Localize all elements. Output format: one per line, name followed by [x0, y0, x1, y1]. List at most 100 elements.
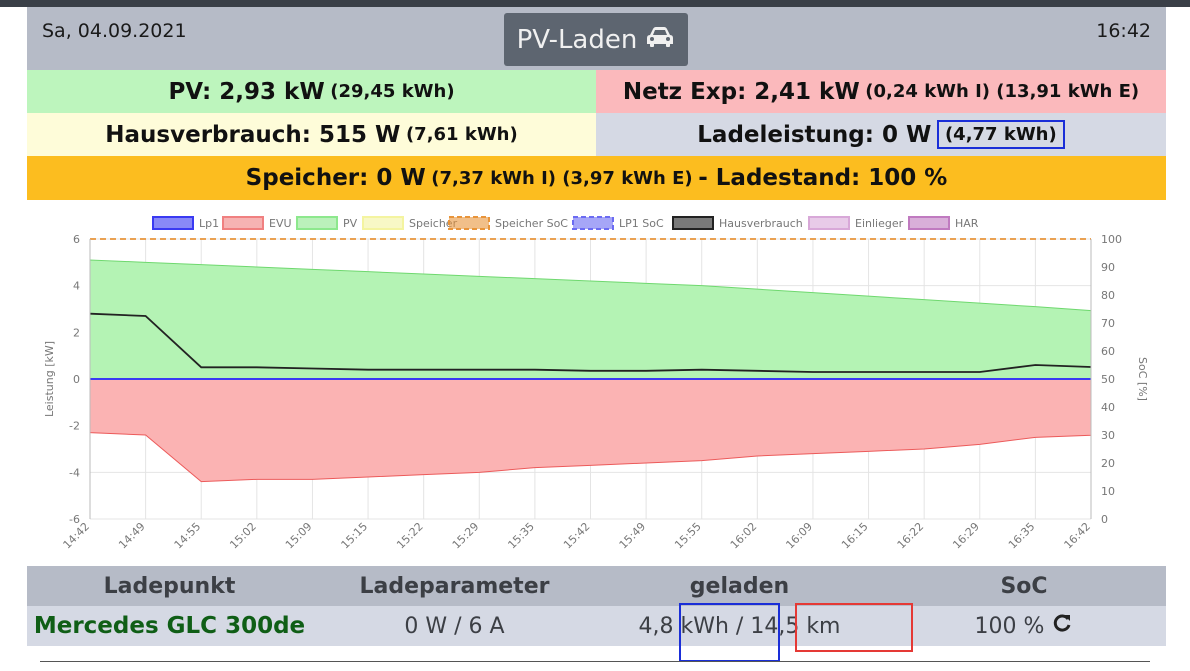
- charged-separator: /: [735, 613, 744, 639]
- y2-tick-label: 50: [1101, 373, 1115, 386]
- refresh-icon[interactable]: [1051, 612, 1073, 640]
- y-tick-label: -4: [69, 466, 80, 479]
- legend-swatch: [672, 216, 714, 230]
- highlight-kwh-box: [679, 603, 780, 662]
- charge-mode-button[interactable]: PV-Laden: [504, 13, 688, 66]
- charged-kwh: 4,8 kWh: [638, 613, 729, 639]
- y2-tick-label: 100: [1101, 233, 1122, 246]
- x-tick-label: 15:29: [450, 520, 482, 552]
- legend-swatch: [908, 216, 950, 230]
- soc-cell: 100 %: [882, 606, 1166, 646]
- x-tick-label: 16:29: [950, 520, 982, 552]
- y-tick-label: -2: [69, 420, 80, 433]
- y2-tick-label: 0: [1101, 513, 1108, 526]
- battery-state: - Ladestand: 100 %: [698, 165, 948, 191]
- divider: [40, 661, 1150, 662]
- x-tick-label: 15:02: [227, 520, 259, 552]
- legend-label: EVU: [269, 217, 292, 230]
- y2-axis-title: SoC [%]: [1136, 357, 1149, 401]
- header-ladeparameter: Ladeparameter: [359, 573, 550, 599]
- y2-tick-label: 40: [1101, 401, 1115, 414]
- charging-power-summary: Ladeleistung: 0 W (4,77 kWh): [596, 113, 1166, 156]
- charging-power: Ladeleistung: 0 W: [697, 121, 932, 148]
- netz-energy: (0,24 kWh I) (13,91 kWh E): [865, 81, 1140, 102]
- legend-label: Speicher SoC: [495, 217, 568, 230]
- y-tick-label: 6: [73, 233, 80, 246]
- y-tick-label: 4: [73, 280, 80, 293]
- netz-summary: Netz Exp: 2,41 kW (0,24 kWh I) (13,91 kW…: [596, 70, 1166, 113]
- legend-label: PV: [343, 217, 358, 230]
- charge-mode-label: PV-Laden: [516, 24, 638, 55]
- y2-tick-label: 60: [1101, 345, 1115, 358]
- evu-area: [89, 378, 1092, 483]
- time-label: 16:42: [1096, 20, 1151, 42]
- pv-power: PV: 2,93 kW: [168, 78, 325, 105]
- y2-tick-label: 30: [1101, 429, 1115, 442]
- header-soc: SoC: [1000, 573, 1048, 599]
- netz-power: Netz Exp: 2,41 kW: [622, 78, 860, 105]
- x-tick-label: 16:09: [783, 520, 815, 552]
- y2-tick-label: 20: [1101, 457, 1115, 470]
- legend-swatch: [362, 216, 404, 230]
- x-tick-label: 16:02: [728, 520, 760, 552]
- date-label: Sa, 04.09.2021: [42, 20, 187, 42]
- y2-tick-label: 80: [1101, 289, 1115, 302]
- legend-label: LP1 SoC: [619, 217, 664, 230]
- vehicle-name[interactable]: Mercedes GLC 300de: [33, 613, 306, 639]
- y-tick-label: 0: [73, 373, 80, 386]
- legend-swatch: [808, 216, 850, 230]
- house-energy: (7,61 kWh): [405, 124, 518, 145]
- legend-swatch: [448, 216, 490, 230]
- power-chart[interactable]: 6 4 2 0 -2 -4 -6 100 90 80 70 60 50 40 30 20 10 0 14:42 14:…: [27, 208, 1166, 560]
- x-tick-label: 16:42: [1062, 520, 1094, 552]
- y2-tick-label: 70: [1101, 317, 1115, 330]
- x-tick-label: 16:22: [895, 520, 927, 552]
- battery-energy: (7,37 kWh I) (3,97 kWh E): [431, 167, 693, 189]
- legend-swatch: [152, 216, 194, 230]
- legend-swatch: [222, 216, 264, 230]
- charge-parameter: 0 W / 6 A: [404, 613, 505, 639]
- charge-point-row[interactable]: Mercedes GLC 300de 0 W / 6 A 4,8 kWh / 1…: [27, 606, 1166, 646]
- x-tick-label: 15:49: [617, 520, 649, 552]
- y2-tick-label: 10: [1101, 485, 1115, 498]
- charge-point-table-header: Ladepunkt Ladeparameter geladen SoC: [27, 566, 1166, 606]
- legend-swatch: [572, 216, 614, 230]
- hausverbrauch-line: [89, 312, 1092, 373]
- house-consumption-summary: Hausverbrauch: 515 W (7,61 kWh): [27, 113, 596, 156]
- x-tick-label: 16:15: [839, 520, 871, 552]
- charging-energy: (4,77 kWh): [936, 120, 1065, 149]
- x-tick-label: 15:22: [394, 520, 426, 552]
- legend-swatch: [296, 216, 338, 230]
- battery-summary: Speicher: 0 W (7,37 kWh I) (3,97 kWh E) …: [27, 156, 1166, 200]
- x-tick-label: 14:49: [116, 520, 148, 552]
- y-tick-label: -6: [69, 513, 80, 526]
- pv-area: [89, 259, 1092, 380]
- car-icon: [645, 25, 675, 55]
- x-tick-label: 15:15: [339, 520, 371, 552]
- x-tick-label: 14:55: [172, 520, 204, 552]
- pv-energy: (29,45 kWh): [330, 81, 455, 102]
- pv-summary: PV: 2,93 kW (29,45 kWh): [27, 70, 596, 113]
- soc-value: 100 %: [974, 613, 1045, 639]
- y2-tick-label: 90: [1101, 261, 1115, 274]
- highlight-km-box: [795, 603, 913, 652]
- y-tick-label: 2: [73, 326, 80, 339]
- legend-label: HAR: [955, 217, 979, 230]
- house-power: Hausverbrauch: 515 W: [105, 121, 401, 148]
- header-geladen: geladen: [689, 573, 790, 599]
- y-axis-title: Leistung [kW]: [43, 341, 56, 417]
- header-bar: Sa, 04.09.2021 PV-Laden 16:42: [27, 7, 1166, 70]
- x-tick-label: 15:09: [283, 520, 315, 552]
- legend-label: Hausverbrauch: [719, 217, 803, 230]
- x-tick-label: 16:35: [1006, 520, 1038, 552]
- header-ladepunkt: Ladepunkt: [103, 573, 236, 599]
- x-tick-label: 15:42: [561, 520, 593, 552]
- window-top-bar: [0, 0, 1190, 7]
- legend-label: Speicher: [409, 217, 458, 230]
- x-tick-label: 15:55: [672, 520, 704, 552]
- legend-label: Einlieger: [855, 217, 904, 230]
- x-tick-label: 15:35: [505, 520, 537, 552]
- battery-power: Speicher: 0 W: [245, 165, 426, 191]
- legend-label: Lp1: [199, 217, 219, 230]
